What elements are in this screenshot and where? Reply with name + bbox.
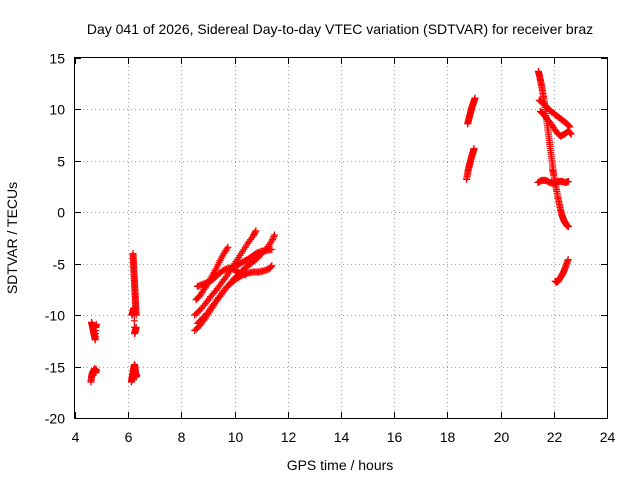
- x-tick-label: 22: [547, 429, 563, 445]
- series-s4: [128, 304, 140, 338]
- x-tick-label: 8: [178, 429, 186, 445]
- data-point: [133, 371, 141, 379]
- series-s13: [463, 145, 478, 183]
- grid-lines: [75, 58, 607, 418]
- y-tick-label: -10: [45, 308, 65, 324]
- data-point: [567, 130, 575, 138]
- x-tick-label: 14: [334, 429, 350, 445]
- series-s18: [534, 176, 572, 187]
- x-tick-label: 18: [440, 429, 456, 445]
- series-s6: [191, 227, 260, 319]
- series-s15: [535, 96, 574, 131]
- series-s17: [548, 165, 572, 231]
- data-point: [224, 243, 232, 251]
- x-tick-label: 12: [281, 429, 297, 445]
- data-point: [566, 129, 574, 137]
- data-point: [564, 177, 572, 185]
- data-point: [130, 304, 138, 312]
- series-s12: [464, 94, 479, 128]
- data-point: [470, 145, 478, 153]
- y-tick-label: -15: [45, 360, 65, 376]
- data-points: [87, 67, 575, 386]
- y-tick-label: 15: [49, 51, 65, 67]
- data-point: [130, 310, 138, 318]
- series-s1: [87, 318, 100, 344]
- x-tick-label: 10: [228, 429, 244, 445]
- plot-frame: [74, 57, 608, 419]
- x-tick-label: 16: [387, 429, 403, 445]
- data-point: [268, 262, 276, 270]
- y-tick-label: 10: [49, 102, 65, 118]
- data-point: [252, 227, 260, 235]
- data-point: [566, 129, 574, 137]
- data-point: [267, 263, 275, 271]
- series-s9: [193, 231, 278, 327]
- series-s11: [225, 245, 276, 273]
- y-tick-labels: 15 10 5 0 -5 -10 -15 -20: [45, 51, 65, 427]
- data-point: [132, 323, 140, 331]
- y-tick-label: 0: [57, 205, 65, 221]
- chart-title: Day 041 of 2026, Sidereal Day-to-day VTE…: [87, 21, 593, 37]
- data-point: [267, 263, 275, 271]
- data-point: [564, 223, 572, 231]
- x-tick-labels: 4 6 8 10 12 14 16 18 20 22 24: [72, 429, 616, 445]
- x-tick-label: 24: [600, 429, 616, 445]
- data-point: [92, 366, 100, 374]
- data-point: [269, 236, 277, 244]
- x-tick-label: 6: [125, 429, 133, 445]
- data-point: [564, 256, 572, 264]
- data-point: [241, 271, 249, 279]
- y-axis-label: SDTVAR / TECUs: [4, 182, 20, 294]
- series-s5: [127, 361, 141, 386]
- data-point: [268, 245, 276, 253]
- data-point: [251, 228, 259, 236]
- series-s2: [87, 365, 100, 386]
- series-s16: [537, 107, 575, 140]
- data-point: [270, 232, 278, 240]
- x-axis-label: GPS time / hours: [287, 457, 394, 473]
- data-point: [269, 234, 277, 242]
- data-point: [471, 94, 479, 102]
- x-tick-label: 20: [494, 429, 510, 445]
- x-tick-label: 4: [72, 429, 80, 445]
- y-tick-label: 5: [57, 154, 65, 170]
- y-tick-label: -5: [53, 257, 66, 273]
- data-point: [130, 317, 138, 325]
- y-tick-label: -20: [45, 411, 65, 427]
- series-s19: [551, 256, 572, 286]
- series-s8: [191, 262, 276, 335]
- data-point: [92, 320, 100, 328]
- data-point: [223, 245, 231, 253]
- data-point: [268, 237, 276, 245]
- data-point: [271, 231, 278, 239]
- axis-ticks: [75, 58, 608, 419]
